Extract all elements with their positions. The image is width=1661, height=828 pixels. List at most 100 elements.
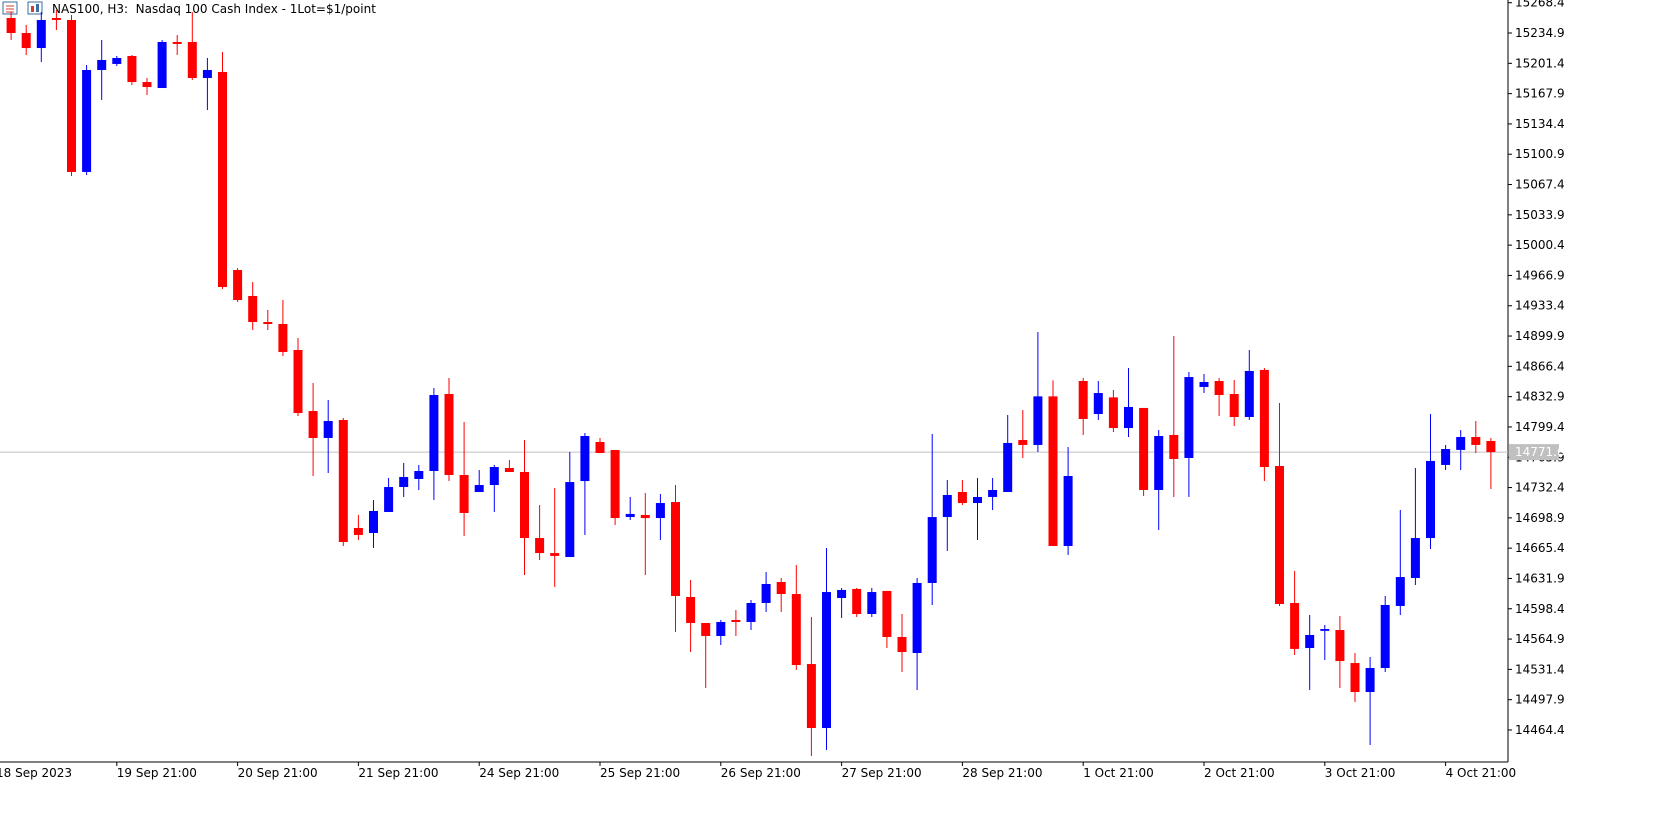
candle bbox=[233, 268, 243, 303]
price-label: 14771.6 bbox=[1515, 445, 1565, 459]
candle bbox=[625, 496, 635, 521]
y-tick-label: 14799.4 bbox=[1515, 420, 1565, 434]
candle bbox=[1184, 372, 1194, 497]
candle bbox=[1199, 374, 1209, 394]
candle bbox=[806, 616, 816, 757]
candle-body bbox=[172, 41, 182, 44]
candle-body bbox=[610, 450, 620, 519]
candle-body bbox=[1275, 466, 1284, 604]
candle-body bbox=[36, 19, 46, 49]
candle-body bbox=[716, 621, 726, 636]
icon-bar bbox=[31, 6, 34, 12]
candle bbox=[504, 459, 514, 472]
candle-body bbox=[988, 489, 998, 497]
candle bbox=[414, 464, 424, 490]
candle-body bbox=[1471, 436, 1481, 445]
candle-body bbox=[852, 588, 862, 615]
candle-body bbox=[459, 474, 469, 513]
y-tick-label: 14933.4 bbox=[1515, 299, 1565, 313]
x-tick-label: 27 Sep 21:00 bbox=[842, 766, 922, 780]
candle-body bbox=[338, 419, 348, 543]
candle-body bbox=[776, 581, 786, 595]
candle bbox=[1320, 624, 1330, 660]
candle bbox=[1124, 367, 1133, 437]
candle bbox=[1441, 444, 1451, 471]
candle-body bbox=[504, 468, 514, 472]
candle-body bbox=[1456, 436, 1466, 450]
candle-body bbox=[308, 411, 318, 438]
candle-body bbox=[882, 590, 892, 637]
candle-body bbox=[942, 494, 952, 518]
y-tick-label: 15234.9 bbox=[1515, 26, 1565, 40]
y-tick-label: 14866.4 bbox=[1515, 359, 1565, 373]
candle bbox=[489, 464, 499, 512]
candle-body bbox=[1124, 406, 1133, 429]
x-tick-label: 24 Sep 21:00 bbox=[479, 766, 559, 780]
x-tick-label: 19 Sep 21:00 bbox=[117, 766, 197, 780]
y-tick-label: 14464.4 bbox=[1515, 723, 1565, 737]
candle-body bbox=[369, 510, 378, 533]
candle bbox=[293, 338, 303, 417]
price-label-box bbox=[1509, 444, 1559, 461]
candle bbox=[1380, 596, 1390, 672]
candle-body bbox=[1244, 370, 1254, 418]
candle bbox=[837, 587, 847, 618]
candle-body bbox=[565, 482, 575, 558]
candle-body bbox=[1486, 440, 1496, 453]
candle bbox=[384, 477, 394, 512]
candle-body bbox=[489, 467, 499, 486]
candle bbox=[822, 547, 831, 750]
candle-body bbox=[218, 72, 227, 288]
candle bbox=[897, 614, 907, 672]
candle bbox=[308, 382, 318, 476]
candle-body bbox=[655, 503, 665, 519]
candle bbox=[1350, 653, 1360, 703]
candle-body bbox=[1048, 396, 1058, 546]
candle-body bbox=[897, 636, 907, 653]
candle bbox=[1018, 410, 1028, 458]
candle-body bbox=[1441, 449, 1451, 465]
candle bbox=[112, 55, 122, 67]
y-tick-label: 15268.4 bbox=[1515, 0, 1565, 10]
candle bbox=[912, 578, 922, 690]
candle bbox=[867, 587, 877, 617]
candle-body bbox=[278, 324, 288, 352]
candle-body bbox=[157, 41, 167, 89]
candle-body bbox=[51, 18, 61, 20]
x-tick-label: 2 Oct 21:00 bbox=[1204, 766, 1275, 780]
candle bbox=[852, 587, 862, 617]
y-tick-label: 15134.4 bbox=[1515, 117, 1565, 131]
candle-body bbox=[701, 622, 711, 636]
x-tick-label: 26 Sep 21:00 bbox=[721, 766, 801, 780]
candle-body bbox=[1184, 377, 1194, 458]
y-tick-label: 14497.9 bbox=[1515, 693, 1565, 707]
x-tick-label: 1 Oct 21:00 bbox=[1083, 766, 1154, 780]
candle bbox=[1048, 380, 1058, 546]
candle bbox=[882, 590, 892, 649]
candle bbox=[187, 12, 197, 80]
candle-body bbox=[429, 395, 439, 472]
candle bbox=[82, 65, 92, 176]
candle bbox=[1139, 407, 1149, 496]
candle-body bbox=[67, 19, 76, 172]
x-tick-label: 18 Sep 2023 bbox=[0, 766, 72, 780]
candle bbox=[761, 571, 771, 613]
candle-body bbox=[520, 471, 529, 539]
candle bbox=[157, 39, 167, 89]
icon-list bbox=[2, 1, 18, 15]
candle-body bbox=[323, 420, 333, 438]
candle bbox=[595, 437, 605, 454]
candle bbox=[1456, 430, 1466, 471]
candle bbox=[520, 439, 529, 576]
y-tick-label: 14832.9 bbox=[1515, 390, 1565, 404]
candle-body bbox=[1063, 475, 1073, 546]
candle bbox=[1033, 331, 1043, 453]
candle bbox=[97, 39, 107, 100]
candle bbox=[1486, 437, 1496, 490]
candle bbox=[444, 378, 454, 482]
candle bbox=[1214, 378, 1224, 417]
y-tick-label: 14698.9 bbox=[1515, 511, 1565, 525]
candle-body bbox=[957, 491, 967, 504]
candle-body bbox=[580, 435, 590, 482]
candle bbox=[459, 421, 469, 537]
